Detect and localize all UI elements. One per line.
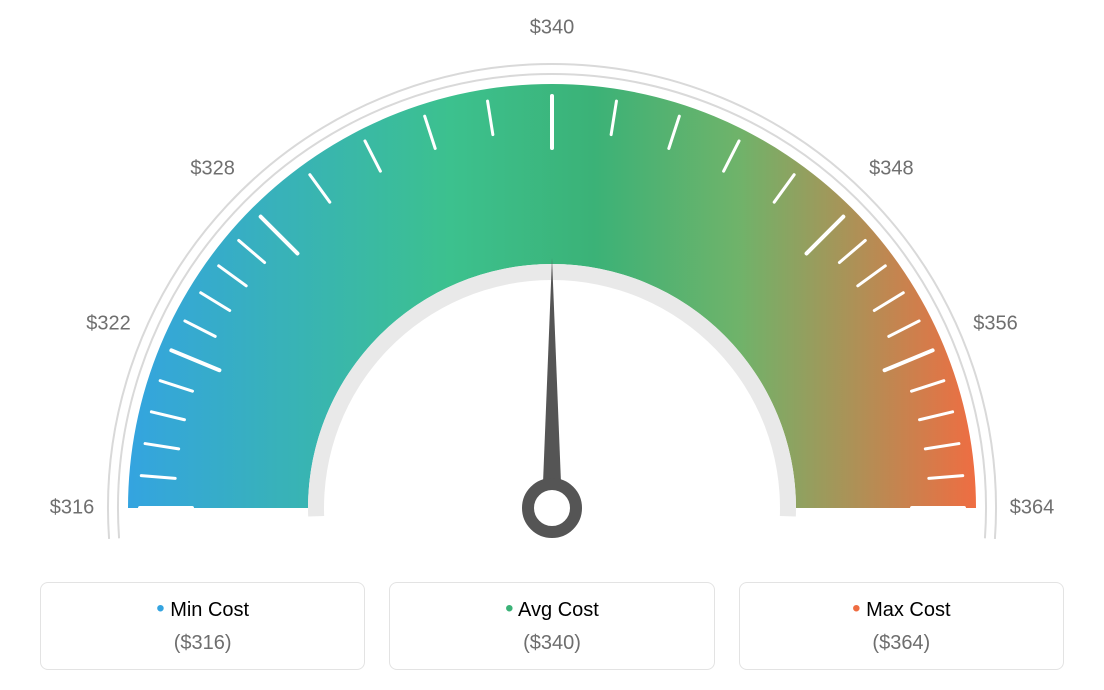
cost-gauge-chart: $316 $322 $328 $340 $348 $356 $364 • Min Cost … [0,0,1104,690]
tick-label: $316 [50,497,95,520]
legend-card-avg: • Avg Cost ($340) [389,582,714,670]
legend-title-min: • Min Cost [51,599,354,622]
tick-label: $340 [530,17,575,40]
dot-icon: • [156,595,164,622]
tick-label: $356 [973,313,1018,336]
tick-label: $328 [190,157,235,180]
legend-value-min: ($316) [51,632,354,655]
legend-label-min: Min Cost [170,599,249,621]
legend-value-avg: ($340) [400,632,703,655]
dot-icon: • [852,595,860,622]
legend-label-max: Max Cost [866,599,950,621]
gauge-area: $316 $322 $328 $340 $348 $356 $364 [0,0,1104,560]
tick-label: $348 [869,157,914,180]
tick-label: $322 [86,313,131,336]
dot-icon: • [505,595,513,622]
tick-label: $364 [1010,497,1055,520]
legend-value-max: ($364) [750,632,1053,655]
legend-card-min: • Min Cost ($316) [40,582,365,670]
gauge-svg [0,0,1104,560]
legend-row: • Min Cost ($316) • Avg Cost ($340) • Ma… [40,582,1064,670]
legend-card-max: • Max Cost ($364) [739,582,1064,670]
legend-label-avg: Avg Cost [518,599,599,621]
legend-title-max: • Max Cost [750,599,1053,622]
legend-title-avg: • Avg Cost [400,599,703,622]
